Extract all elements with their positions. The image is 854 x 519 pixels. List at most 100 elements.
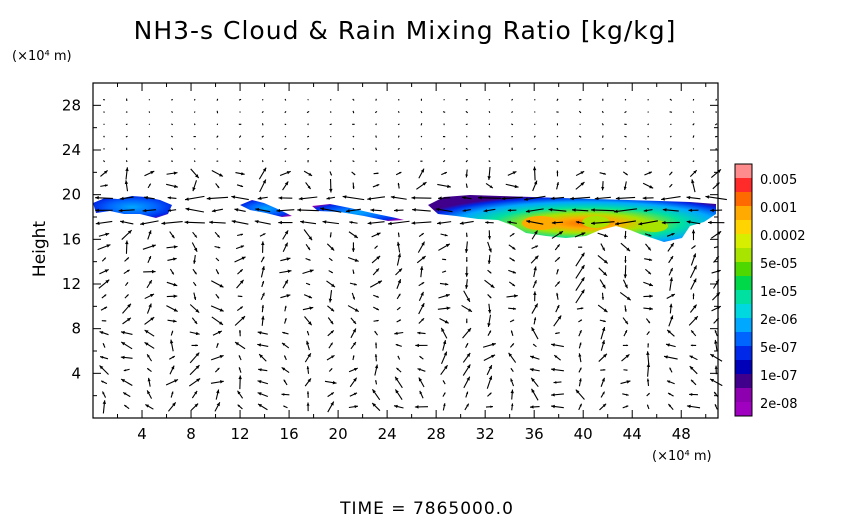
wind-vector-head	[575, 389, 580, 394]
wind-vector-head	[488, 365, 492, 370]
wind-vector-head	[397, 355, 400, 358]
wind-vector	[488, 148, 491, 150]
wind-vector-head	[670, 184, 673, 186]
colorbar-swatch	[735, 346, 752, 361]
colorbar-swatch	[735, 234, 752, 249]
wind-vector-head	[308, 321, 312, 326]
wind-vector-head	[693, 245, 696, 248]
wind-vector-head	[419, 266, 424, 270]
wind-vector-head	[689, 366, 694, 370]
wind-vector	[465, 110, 469, 114]
wind-vector-head	[104, 320, 107, 322]
wind-vector	[216, 135, 219, 138]
wind-vector-head	[466, 235, 468, 238]
wind-vector-head	[354, 367, 358, 371]
wind-vector-head	[512, 259, 515, 262]
wind-vector-head	[217, 246, 221, 249]
wind-vector-head	[443, 403, 446, 407]
wind-vector-head	[686, 220, 691, 224]
wind-vector-head	[551, 220, 556, 225]
wind-vector-head	[241, 172, 245, 176]
wind-vector-head	[530, 355, 535, 359]
wind-vector-head	[526, 219, 531, 224]
wind-vector-head	[171, 271, 174, 275]
wind-vector-head	[145, 404, 150, 408]
y-unit-label: (×10⁴ m)	[12, 49, 72, 64]
wind-vector-head	[649, 307, 653, 311]
wind-vector-head	[669, 315, 674, 320]
wind-vector-head	[487, 236, 492, 240]
wind-vector	[601, 123, 604, 126]
wind-vector-head	[442, 340, 447, 345]
wind-vector	[397, 135, 400, 138]
wind-vector-head	[284, 279, 288, 284]
wind-vector-head	[102, 391, 105, 395]
wind-vector-head	[691, 379, 694, 383]
wind-vector-head	[512, 283, 515, 287]
wind-vector	[556, 98, 559, 101]
wind-vector-head	[714, 339, 718, 344]
wind-vector-head	[444, 172, 447, 175]
wind-vector	[511, 98, 514, 101]
cloud-layer	[93, 195, 716, 242]
wind-vector-head	[103, 170, 108, 174]
wind-vector-head	[219, 284, 224, 288]
wind-vector-head	[103, 257, 106, 260]
wind-vector-head	[219, 321, 223, 325]
wind-vector	[261, 147, 264, 151]
time-label: TIME = 7865000.0	[339, 499, 514, 519]
wind-vector-head	[173, 308, 178, 312]
wind-vector-head	[120, 355, 125, 360]
wind-vector-head	[464, 285, 469, 289]
wind-vector	[307, 99, 309, 101]
wind-vector-head	[559, 231, 564, 235]
wind-vector-head	[421, 233, 424, 236]
wind-vector-head	[533, 344, 535, 346]
wind-vector-head	[686, 195, 691, 200]
wind-vector-head	[397, 232, 400, 235]
colorbar-swatch	[735, 178, 752, 193]
wind-vector-head	[624, 330, 627, 333]
wind-vector-head	[125, 167, 129, 172]
wind-vector-head	[510, 378, 514, 382]
wind-vector-head	[556, 170, 559, 173]
wind-vector-head	[195, 365, 200, 369]
wind-vector-head	[624, 260, 627, 263]
wind-vector-head	[548, 208, 553, 212]
wind-vector-head	[411, 196, 416, 200]
wind-vector-head	[510, 330, 513, 333]
wind-vector-head	[462, 196, 466, 200]
wind-vector-head	[691, 330, 694, 334]
wind-vector-head	[297, 208, 301, 212]
wind-vector-head	[120, 220, 124, 224]
wind-vector-head	[625, 354, 630, 359]
wind-vector-head	[397, 253, 402, 258]
wind-vector-head	[557, 257, 560, 260]
wind-vector-head	[196, 378, 201, 382]
wind-vector-head	[254, 219, 259, 224]
wind-vector-head	[206, 196, 211, 201]
wind-vector-head	[533, 180, 538, 185]
wind-vector	[511, 123, 514, 126]
wind-vector-head	[601, 297, 605, 300]
wind-vector	[239, 160, 241, 163]
wind-vector-head	[308, 258, 311, 261]
wind-vector-head	[376, 319, 379, 322]
wind-vector-head	[624, 235, 627, 239]
wind-vector-head	[514, 184, 519, 189]
wind-vector	[692, 148, 695, 150]
wind-vector-head	[171, 391, 174, 395]
wind-vector-head	[308, 283, 311, 285]
wind-vector	[171, 135, 174, 138]
wind-vector-head	[554, 355, 558, 359]
wind-vector-head	[512, 319, 515, 322]
wind-vector-head	[147, 377, 151, 382]
wind-vector-head	[534, 303, 538, 308]
wind-vector	[342, 195, 365, 201]
wind-vector-head	[397, 182, 400, 186]
colorbar-swatch	[735, 388, 752, 403]
wind-vector-head	[127, 303, 131, 308]
wind-vector-head	[105, 232, 110, 237]
wind-vector-head	[668, 403, 672, 407]
wind-vector	[420, 110, 423, 114]
